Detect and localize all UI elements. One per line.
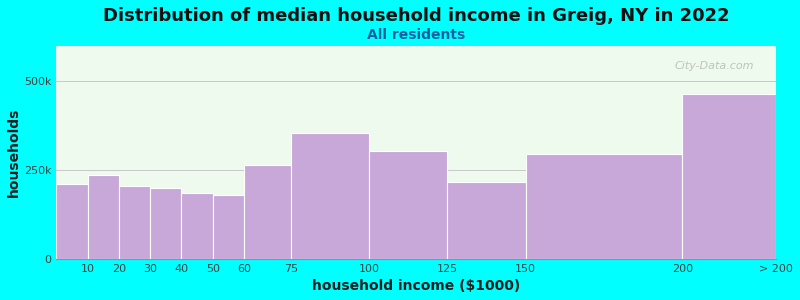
Bar (213, 195, 244, 259)
Text: All residents: All residents (367, 28, 466, 42)
Bar (150, 188, 182, 259)
Bar (87, 175, 119, 259)
Y-axis label: households: households (7, 108, 21, 197)
Bar (119, 186, 150, 259)
X-axis label: household income ($1000): household income ($1000) (312, 279, 520, 293)
Bar (56, 184, 87, 259)
Bar (447, 182, 526, 259)
Bar (370, 151, 447, 259)
Text: City-Data.com: City-Data.com (675, 61, 754, 71)
Bar (291, 133, 370, 259)
Title: Distribution of median household income in Greig, NY in 2022: Distribution of median household income … (103, 7, 730, 25)
Bar (526, 154, 682, 259)
Bar (682, 94, 776, 259)
Bar (244, 165, 291, 259)
Bar (182, 193, 213, 259)
